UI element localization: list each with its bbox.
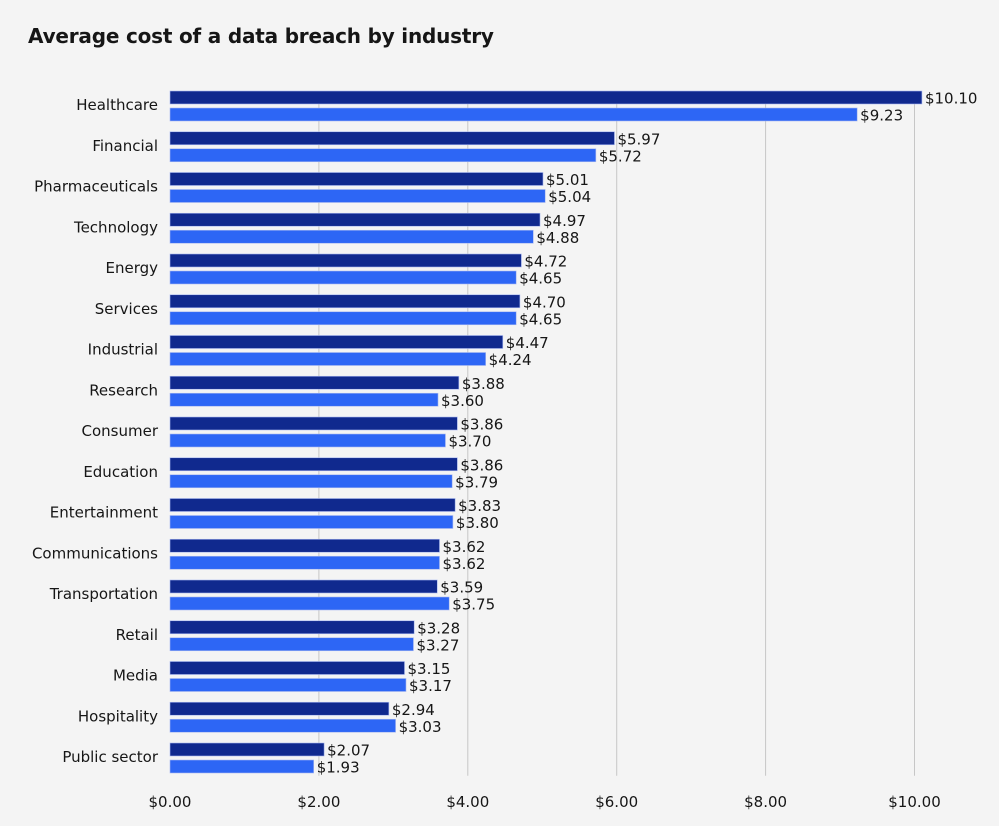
category-label: Healthcare [76, 96, 158, 114]
value-label: $3.03 [399, 718, 442, 736]
category-label: Services [95, 300, 158, 318]
bar-series-1 [169, 538, 440, 553]
value-label: $2.07 [327, 742, 370, 760]
bar-series-1 [169, 294, 521, 309]
value-label: $3.80 [456, 514, 499, 532]
value-label: $4.72 [524, 253, 567, 271]
bar-series-2 [169, 107, 858, 122]
value-label: $3.79 [455, 473, 498, 491]
x-tick-label: $8.00 [744, 793, 787, 811]
value-label: $5.01 [546, 171, 589, 189]
category-label: Media [113, 667, 158, 685]
value-label: $3.88 [462, 375, 505, 393]
bar-series-1 [169, 172, 544, 186]
category-label: Pharmaceuticals [34, 178, 158, 196]
x-tick-label: $4.00 [446, 793, 489, 811]
x-tick-label: $2.00 [297, 793, 340, 811]
category-label: Research [89, 381, 158, 399]
bar-series-2 [169, 759, 314, 774]
category-label: Industrial [88, 341, 158, 359]
bar-series-2 [169, 392, 439, 407]
category-label: Transportation [49, 585, 158, 603]
bar-series-1 [169, 661, 405, 675]
bar-series-2 [169, 270, 517, 285]
value-label: $3.70 [448, 433, 491, 451]
bar-series-1 [169, 742, 325, 757]
bar-series-2 [169, 637, 414, 652]
category-label: Communications [32, 544, 158, 562]
value-label: $3.83 [458, 497, 501, 515]
value-label: $4.88 [536, 229, 579, 247]
category-label: Energy [105, 259, 158, 277]
chart-title: Average cost of a data breach by industr… [28, 24, 494, 48]
value-label: $4.24 [489, 351, 532, 369]
bar-series-2 [169, 678, 407, 692]
category-label: Financial [92, 137, 158, 155]
bar-series-2 [169, 596, 450, 611]
category-label: Education [83, 463, 158, 481]
value-labels: $10.10 $9.23 $5.97$5.72 $5.01$5.04 $4.97$4.8… [317, 90, 978, 777]
category-label: Hospitality [78, 707, 158, 725]
bar-series-2 [169, 148, 597, 163]
bar-series-1 [169, 131, 615, 146]
value-label: $3.86 [460, 416, 503, 434]
value-label: $3.75 [452, 596, 495, 614]
value-label: $3.17 [409, 677, 452, 695]
bar-series-2 [169, 311, 517, 326]
value-label: $4.70 [523, 293, 566, 311]
value-label: $3.62 [443, 538, 486, 556]
value-label: $2.94 [392, 701, 435, 719]
value-label: $3.15 [408, 660, 451, 678]
bar-series-1 [169, 335, 504, 349]
category-label: Technology [73, 218, 158, 236]
value-label: $3.27 [416, 636, 459, 654]
bar-series-2 [169, 515, 454, 529]
value-label: $3.62 [443, 555, 486, 573]
value-label: $3.60 [441, 392, 484, 410]
value-label: $3.28 [417, 619, 460, 637]
bar-series-2 [169, 433, 446, 448]
value-label: $5.72 [599, 147, 642, 165]
value-label: $1.93 [317, 759, 360, 777]
bar-series-2 [169, 474, 453, 489]
bar-series-1 [169, 375, 460, 390]
bar-series-1 [169, 620, 415, 635]
category-label: Entertainment [50, 504, 158, 522]
x-tick-label: $0.00 [149, 793, 192, 811]
bar-series-1 [169, 212, 541, 227]
bar-series-1 [169, 416, 458, 431]
category-labels: Healthcare Financial Pharmaceuticals Techno… [32, 96, 159, 766]
bar-series-2 [169, 189, 546, 203]
bar-series-1 [169, 90, 923, 105]
value-label: $10.10 [925, 90, 978, 108]
bar-series-1 [169, 253, 522, 268]
value-label: $5.97 [617, 130, 660, 148]
bar-series-2 [169, 555, 440, 570]
bar-series-1 [169, 457, 458, 472]
x-axis-ticks: $0.00 $2.00 $4.00 $6.00 $8.00 $10.00 [149, 793, 941, 811]
x-tick-label: $10.00 [888, 793, 941, 811]
value-label: $9.23 [860, 107, 903, 125]
value-label: $4.47 [506, 334, 549, 352]
value-label: $3.86 [460, 456, 503, 474]
value-label: $4.65 [519, 270, 562, 288]
bar-series-1 [169, 701, 390, 716]
bar-series-2 [169, 352, 486, 366]
bar-series-1 [169, 579, 438, 594]
category-label: Public sector [62, 748, 159, 766]
value-label: $4.97 [543, 212, 586, 230]
bars [169, 90, 923, 774]
category-label: Consumer [82, 422, 159, 440]
bar-series-2 [169, 718, 396, 733]
category-label: Retail [116, 626, 158, 644]
bar-series-1 [169, 498, 456, 512]
value-label: $3.59 [440, 579, 483, 597]
value-label: $4.65 [519, 310, 562, 328]
value-label: $5.04 [548, 188, 591, 206]
bar-series-2 [169, 229, 534, 244]
x-tick-label: $6.00 [595, 793, 638, 811]
